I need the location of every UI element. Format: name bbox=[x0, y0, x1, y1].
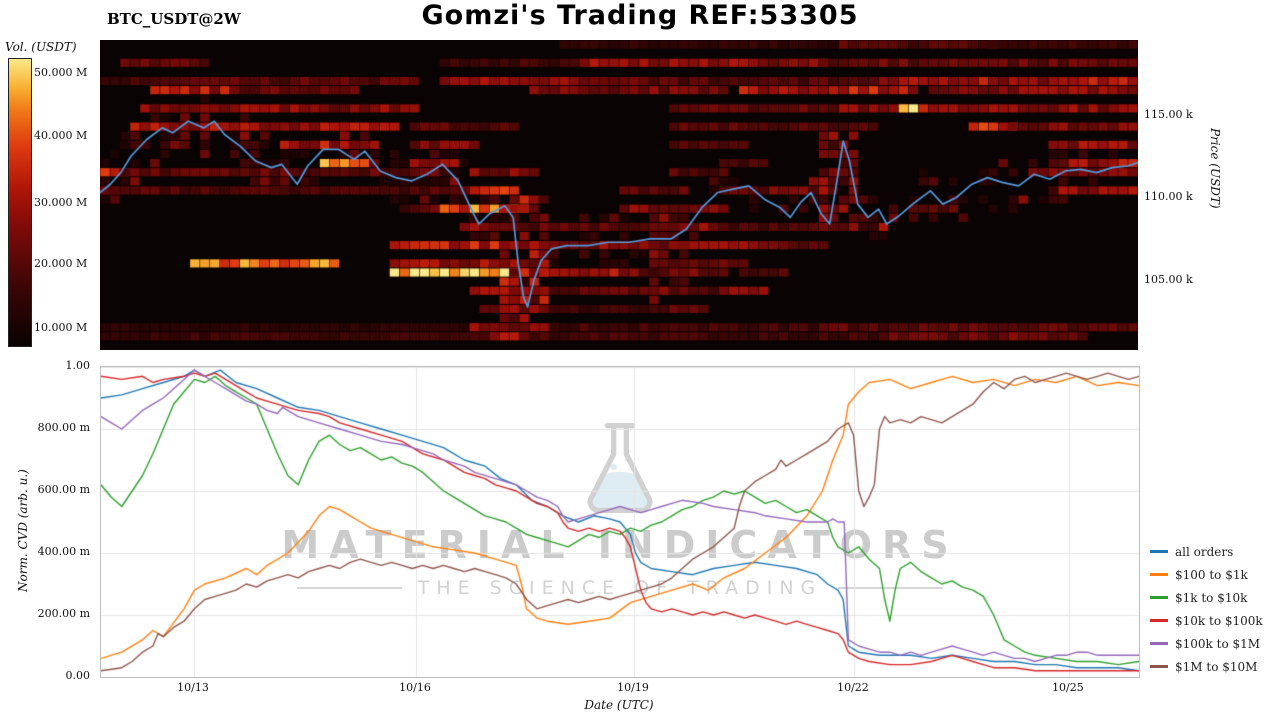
legend-label: $1k to $10k bbox=[1175, 590, 1248, 605]
cvd-chart-panel: MATERIAL INDICATORS THE SCIENCE OF TRADI… bbox=[100, 366, 1140, 678]
cvd-chart-canvas bbox=[101, 367, 1139, 677]
cvd-y-tick: 600.00 m bbox=[37, 483, 90, 496]
cvd-x-tick: 10/16 bbox=[399, 681, 431, 694]
colorbar-tick: 20.000 M bbox=[34, 256, 88, 270]
legend-entry: $100k to $1M bbox=[1150, 632, 1263, 655]
cvd-y-tick: 1.00 bbox=[65, 359, 91, 372]
legend-label: all orders bbox=[1175, 544, 1234, 559]
legend-label: $10k to $100k bbox=[1175, 613, 1263, 628]
cvd-legend: all orders $100 to $1k $1k to $10k $10k to … bbox=[1150, 540, 1263, 678]
cvd-y-tick: 0.00 bbox=[65, 669, 91, 682]
legend-entry: $10k to $100k bbox=[1150, 609, 1263, 632]
colorbar-axis-label: Vol. (USDT) bbox=[5, 40, 77, 54]
cvd-y-tick: 200.00 m bbox=[37, 607, 90, 620]
colorbar-tick: 30.000 M bbox=[34, 196, 88, 210]
colorbar-tick: 50.000 M bbox=[34, 66, 88, 80]
legend-swatch bbox=[1150, 596, 1168, 599]
volume-colorbar bbox=[8, 58, 32, 347]
volume-heatmap-canvas bbox=[100, 40, 1138, 350]
colorbar-tick: 40.000 M bbox=[34, 128, 88, 142]
cvd-y-tick: 800.00 m bbox=[37, 421, 90, 434]
cvd-y-tick: 400.00 m bbox=[37, 545, 90, 558]
date-axis-label: Date (UTC) bbox=[584, 698, 654, 712]
colorbar-tick: 10.000 M bbox=[34, 320, 88, 334]
legend-entry: $1k to $10k bbox=[1150, 586, 1263, 609]
legend-entry: $1M to $10M bbox=[1150, 655, 1263, 678]
price-axis-label: Price (USDT) bbox=[1208, 128, 1222, 209]
cvd-x-tick: 10/19 bbox=[617, 681, 649, 694]
price-tick: 105.00 k bbox=[1144, 272, 1193, 286]
legend-entry: $100 to $1k bbox=[1150, 563, 1263, 586]
legend-entry: all orders bbox=[1150, 540, 1263, 563]
legend-label: $100 to $1k bbox=[1175, 567, 1248, 582]
legend-label: $100k to $1M bbox=[1175, 636, 1261, 651]
legend-swatch bbox=[1150, 550, 1168, 553]
cvd-axis-label: Norm. CVD (arb. u.) bbox=[16, 469, 30, 592]
legend-swatch bbox=[1150, 573, 1168, 576]
price-axis-tick-labels: 115.00 k 110.00 k 105.00 k bbox=[1144, 40, 1214, 350]
page-title: Gomzi's Trading REF:53305 bbox=[421, 0, 859, 31]
colorbar-tick-labels: 50.000 M 40.000 M 30.000 M 20.000 M 10.000 M bbox=[34, 58, 104, 345]
price-tick: 115.00 k bbox=[1144, 107, 1193, 121]
legend-swatch bbox=[1150, 665, 1168, 668]
cvd-x-tick: 10/25 bbox=[1052, 681, 1084, 694]
legend-swatch bbox=[1150, 619, 1168, 622]
legend-label: $1M to $10M bbox=[1175, 659, 1258, 674]
cvd-x-tick: 10/22 bbox=[837, 681, 869, 694]
cvd-y-tick-labels: 1.00 800.00 m 600.00 m 400.00 m 200.00 m 0.00 bbox=[0, 359, 94, 682]
cvd-x-tick: 10/13 bbox=[177, 681, 209, 694]
cvd-x-tick-labels: 10/13 10/16 10/19 10/22 10/25 bbox=[100, 681, 1138, 697]
volume-heatmap-panel bbox=[100, 40, 1138, 350]
legend-swatch bbox=[1150, 642, 1168, 645]
symbol-timeframe-label: BTC_USDT@2W bbox=[107, 10, 241, 28]
price-tick: 110.00 k bbox=[1144, 190, 1193, 204]
